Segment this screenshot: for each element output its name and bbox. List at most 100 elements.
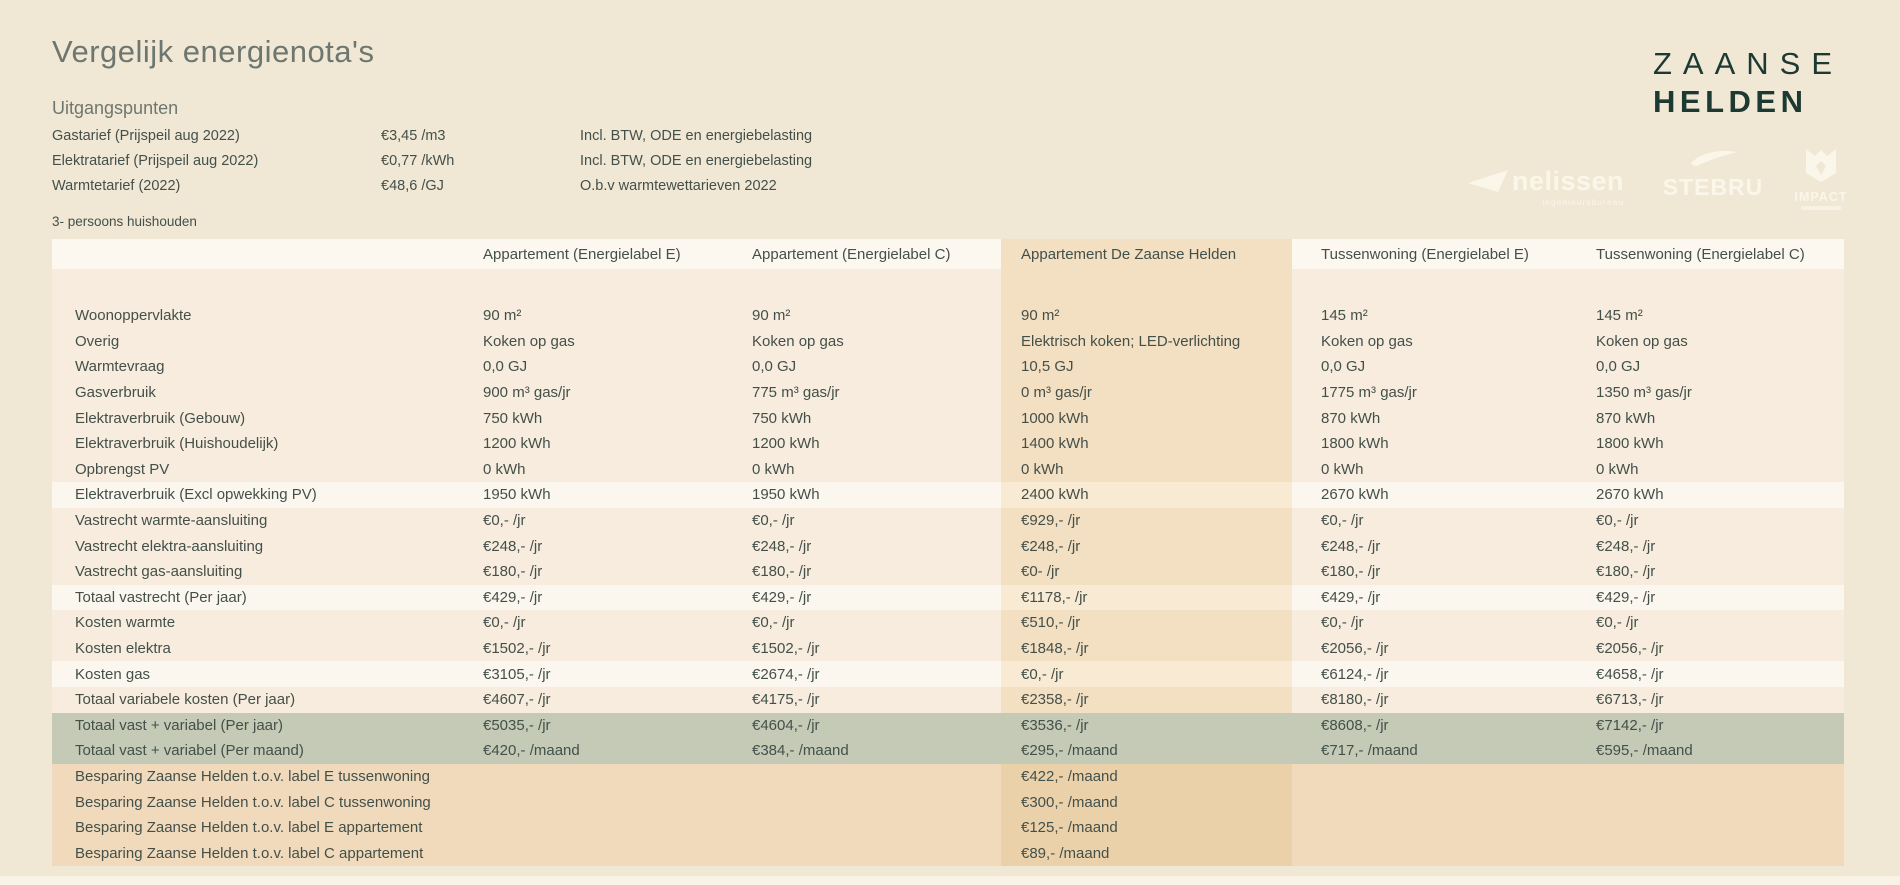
row-label: Opbrengst PV [75, 460, 170, 478]
cell-value: €429,- /jr [1596, 588, 1656, 606]
cell-value: Koken op gas [483, 332, 575, 350]
cell-value: €0,- /jr [752, 512, 795, 530]
cell-value: 1950 kWh [483, 486, 551, 504]
cell-value: 870 kWh [1321, 409, 1381, 427]
nelissen-triangle-icon [1468, 170, 1508, 192]
stebru-logo: STEBRU [1660, 150, 1766, 201]
assumptions-list: Gastarief (Prijspeil aug 2022) €3,45 /m3… [52, 124, 952, 199]
stebru-swoosh-icon [1691, 151, 1737, 166]
row-label: Elektraverbruik (Excl opwekking PV) [75, 486, 317, 504]
row-label: Vastrecht warmte-aansluiting [75, 512, 268, 530]
assumption-label: Warmtetarief (2022) [52, 178, 181, 194]
cell-value: 750 kWh [752, 409, 812, 427]
assumption-value: €3,45 /m3 [381, 128, 446, 144]
cell-value: €384,- /maand [752, 742, 849, 760]
cell-value: 1200 kWh [483, 435, 551, 453]
row-label: Besparing Zaanse Helden t.o.v. label E a… [75, 819, 423, 837]
table-row: Besparing Zaanse Helden t.o.v. label C a… [52, 840, 1844, 867]
cell-value: 0 kWh [1596, 460, 1639, 478]
table-row: Totaal vast + variabel (Per jaar) €5035,-… [52, 712, 1844, 739]
table-row: Overig Koken op gas Koken op gas Elektrisch… [52, 329, 1844, 355]
assumption-label: Gastarief (Prijspeil aug 2022) [52, 128, 240, 144]
cell-value: 0,0 GJ [1321, 358, 1366, 376]
cell-value: Elektrisch koken; LED-verlichting [1021, 332, 1241, 350]
row-label: Woonoppervlakte [75, 307, 192, 325]
cell-value: 1775 m³ gas/jr [1321, 384, 1417, 402]
cell-value: 1200 kWh [752, 435, 820, 453]
stebru-wordmark: STEBRU [1662, 174, 1764, 200]
cell-value: €2674,- /jr [752, 665, 820, 683]
impact-subtext-bar [1801, 206, 1841, 210]
cell-value: €1502,- /jr [752, 640, 820, 658]
cell-value: €248,- /jr [752, 537, 812, 555]
cell-value: €0,- /jr [483, 614, 526, 632]
cell-value: €6713,- /jr [1596, 691, 1664, 709]
cell-value: €248,- /jr [1596, 537, 1656, 555]
table-row: Gasverbruik 900 m³ gas/jr 775 m³ gas/jr 0 m… [52, 380, 1844, 406]
cell-value: 0,0 GJ [483, 358, 528, 376]
cell-value: 0 m³ gas/jr [1021, 384, 1092, 402]
row-label: Elektraverbruik (Gebouw) [75, 409, 246, 427]
table-row: Totaal vast + variabel (Per maand) €420,-… [52, 738, 1844, 764]
cell-value: €0,- /jr [1596, 512, 1639, 530]
cell-value: €0,- /jr [752, 614, 795, 632]
cell-value: €3536,- /jr [1021, 716, 1089, 734]
cell-value: €8180,- /jr [1321, 691, 1389, 709]
cell-value: €8608,- /jr [1321, 716, 1389, 734]
table-row: Kosten elektra €1502,- /jr €1502,- /jr €184… [52, 636, 1844, 662]
table-spacer [52, 286, 1844, 303]
cell-value: €4607,- /jr [483, 691, 551, 709]
cell-value: €0,- /jr [1321, 614, 1364, 632]
cell-value: 750 kWh [483, 409, 543, 427]
impact-wordmark: IMPACT [1794, 190, 1848, 204]
row-label: Warmtevraag [75, 358, 165, 376]
cell-value: €2056,- /jr [1321, 640, 1389, 658]
cell-value: 0 kWh [1021, 460, 1064, 478]
cell-value: €2358,- /jr [1021, 691, 1089, 709]
cell-value: €300,- /maand [1001, 789, 1292, 815]
table-row: Kosten warmte €0,- /jr €0,- /jr €510,- /jr €… [52, 610, 1844, 636]
footer-strip [0, 876, 1900, 885]
row-label: Totaal variabele kosten (Per jaar) [75, 691, 296, 709]
cell-value: €717,- /maand [1321, 742, 1418, 760]
table-row: Elektraverbruik (Gebouw) 750 kWh 750 kWh 10… [52, 405, 1844, 431]
row-label: Besparing Zaanse Helden t.o.v. label C a… [75, 844, 424, 862]
table-row: Vastrecht elektra-aansluiting €248,- /jr €… [52, 533, 1844, 559]
cell-value: Koken op gas [1321, 332, 1413, 350]
assumption-value: €48,6 /GJ [381, 178, 444, 194]
cell-value: €0,- /jr [1321, 512, 1364, 530]
column-header: Tussenwoning (Energielabel E) [1321, 245, 1529, 263]
cell-value: 2400 kWh [1001, 482, 1292, 508]
cell-value: €3105,- /jr [483, 665, 551, 683]
page-title: Vergelijk energienota's [52, 34, 375, 69]
cell-value: €180,- /jr [752, 563, 812, 581]
cell-value: €295,- /maand [1021, 742, 1118, 760]
cell-value: €180,- /jr [483, 563, 543, 581]
row-label: Kosten gas [75, 665, 151, 683]
cell-value: €4604,- /jr [752, 716, 820, 734]
table-row: Woonoppervlakte 90 m² 90 m² 90 m² 145 m² 145 … [52, 303, 1844, 329]
brand-line-2: HELDEN [1653, 84, 1808, 119]
row-label: Besparing Zaanse Helden t.o.v. label C t… [75, 793, 431, 811]
table-header: Appartement (Energielabel E) Appartement … [52, 239, 1844, 269]
cell-value: 0,0 GJ [1596, 358, 1641, 376]
energy-comparison-table: Appartement (Energielabel E) Appartement … [52, 239, 1844, 867]
cell-value: 1000 kWh [1021, 409, 1089, 427]
column-header: Appartement (Energielabel C) [752, 245, 951, 263]
table-row: Elektraverbruik (Excl opwekking PV) 1950 … [52, 482, 1844, 508]
nelissen-subtext: ingenieursbureau [1542, 197, 1625, 207]
cell-value: €248,- /jr [483, 537, 543, 555]
household-label: 3- persoons huishouden [52, 214, 197, 229]
table-row: Besparing Zaanse Helden t.o.v. label E t… [52, 763, 1844, 790]
cell-value: €422,- /maand [1001, 763, 1292, 790]
row-label: Elektraverbruik (Huishoudelijk) [75, 435, 279, 453]
cell-value: €89,- /maand [1001, 840, 1292, 867]
cell-value: €595,- /maand [1596, 742, 1693, 760]
table-row: Besparing Zaanse Helden t.o.v. label C t… [52, 789, 1844, 815]
row-label: Kosten elektra [75, 640, 171, 658]
assumption-row-elektra: Elektratarief (Prijspeil aug 2022) €0,77… [52, 149, 952, 174]
cell-value: €429,- /jr [1321, 588, 1381, 606]
cell-value: €929,- /jr [1021, 512, 1081, 530]
assumption-note: Incl. BTW, ODE en energiebelasting [580, 128, 813, 144]
cell-value: €2056,- /jr [1596, 640, 1664, 658]
